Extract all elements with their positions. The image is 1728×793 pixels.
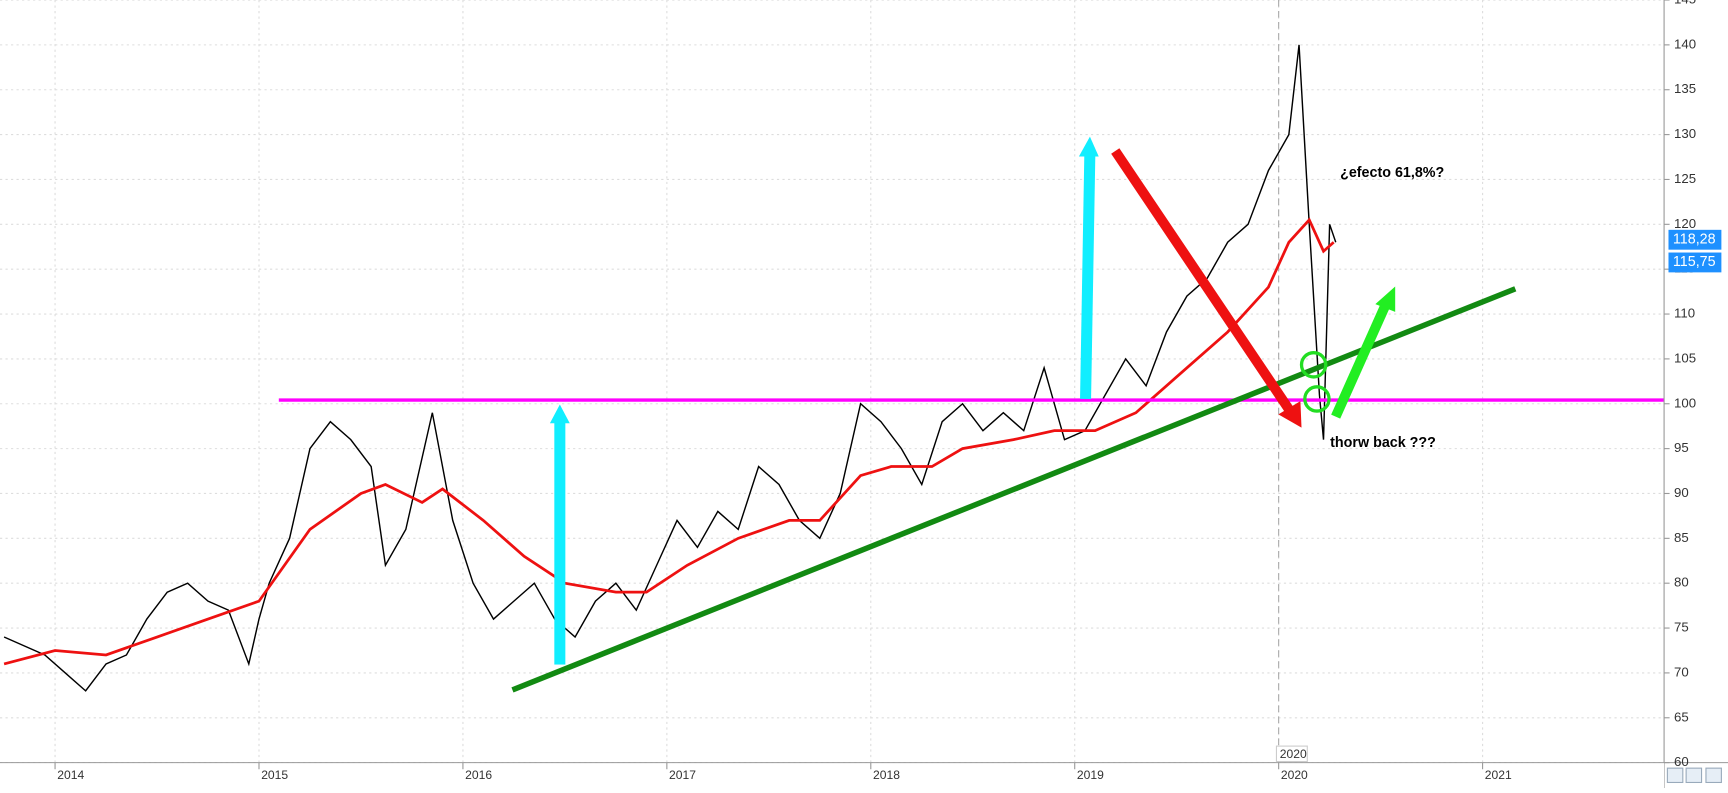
x-tick-label: 2018 <box>873 768 900 782</box>
y-tick-label: 105 <box>1674 350 1696 365</box>
y-tick-label: 145 <box>1674 0 1696 7</box>
y-axis-panel <box>1664 0 1728 763</box>
x-tick-label: 2015 <box>261 768 288 782</box>
drawings: ¿efecto 61,8%? thorw back ??? <box>278 136 1728 693</box>
x-tick-label: 2020 <box>1281 768 1308 782</box>
x-tick-label: 2016 <box>465 768 492 782</box>
y-tick-label: 125 <box>1674 171 1696 186</box>
y-tick-label: 100 <box>1674 395 1696 410</box>
y-tick-label: 60 <box>1674 754 1689 769</box>
x-axis-panel <box>0 762 1665 788</box>
y-tick-label: 140 <box>1674 36 1696 51</box>
y-tick-label: 120 <box>1674 216 1696 231</box>
green-arrow <box>1331 286 1396 419</box>
button[interactable] <box>1705 767 1722 784</box>
button[interactable] <box>1685 767 1703 784</box>
current-year-box <box>1275 745 1308 763</box>
y-tick-label: 95 <box>1674 440 1689 455</box>
series <box>3 44 1337 692</box>
price-label: 118,28 <box>1673 232 1716 248</box>
grid <box>0 0 1665 764</box>
x-tick-label: 2014 <box>57 768 84 782</box>
y-tick-label: 70 <box>1674 664 1689 679</box>
current-year-label: 2020 <box>1280 747 1307 761</box>
x-tick-label: 2021 <box>1485 768 1512 782</box>
trend-line <box>511 286 1517 693</box>
button[interactable] <box>1666 767 1684 784</box>
series-line <box>3 44 1337 692</box>
y-tick-label: 75 <box>1674 620 1689 635</box>
y-tick-label: 80 <box>1674 575 1689 590</box>
y-tick-label: 90 <box>1674 485 1689 500</box>
axes: 6065707580859095100105110115120125130135… <box>54 0 1722 782</box>
x-tick-label: 2019 <box>1077 768 1104 782</box>
circle-mark <box>1303 385 1331 413</box>
y-tick-label: 65 <box>1674 709 1689 724</box>
toolbar <box>1666 767 1722 784</box>
circle-mark <box>1299 351 1328 379</box>
red-arrow <box>1111 148 1302 428</box>
y-tick-label: 110 <box>1674 306 1695 321</box>
series-line <box>3 217 1335 666</box>
price-label: 115,75 <box>1673 254 1716 270</box>
y-tick-label: 135 <box>1674 81 1696 96</box>
price-label-box <box>1668 252 1722 273</box>
x-tick-label: 2017 <box>669 768 696 782</box>
y-tick-label: 130 <box>1674 126 1696 141</box>
annotation: ¿efecto 61,8%? <box>1340 165 1444 181</box>
price-label-box <box>1668 229 1722 250</box>
cyan-arrows <box>549 136 1099 665</box>
annotation: thorw back ??? <box>1330 435 1436 451</box>
y-tick-label: 85 <box>1674 530 1689 545</box>
